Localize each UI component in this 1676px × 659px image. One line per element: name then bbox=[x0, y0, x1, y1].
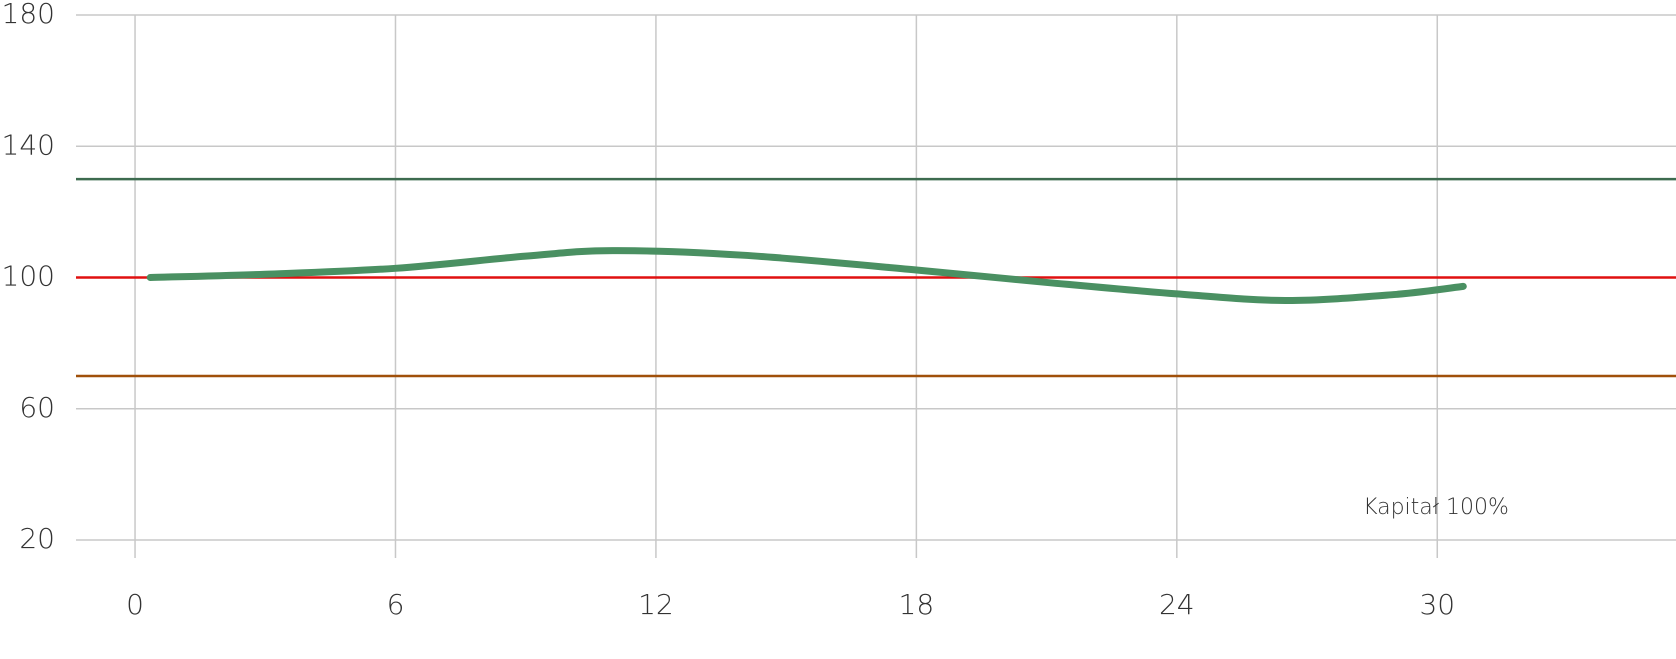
data-line bbox=[146, 247, 1467, 304]
x-tick-label: 18 bbox=[899, 588, 935, 621]
labels: 20 60 100 140 180 0 6 12 18 24 30 bbox=[2, 0, 1456, 621]
y-tick-label: 140 bbox=[2, 128, 55, 161]
y-tick-label: 20 bbox=[19, 522, 55, 555]
x-tick-label: 0 bbox=[126, 588, 144, 621]
x-tick-label: 30 bbox=[1419, 588, 1455, 621]
x-tick-label: 24 bbox=[1159, 588, 1195, 621]
y-tick-label: 100 bbox=[2, 260, 55, 293]
x-tick-label: 6 bbox=[387, 588, 405, 621]
series bbox=[146, 247, 1467, 304]
y-tick-label: 60 bbox=[19, 391, 55, 424]
y-tick-label: 180 bbox=[2, 0, 55, 30]
x-tick-label: 12 bbox=[638, 588, 674, 621]
reference-lines bbox=[76, 177, 1676, 378]
annotation: Kapitał 100% bbox=[1363, 495, 1509, 520]
